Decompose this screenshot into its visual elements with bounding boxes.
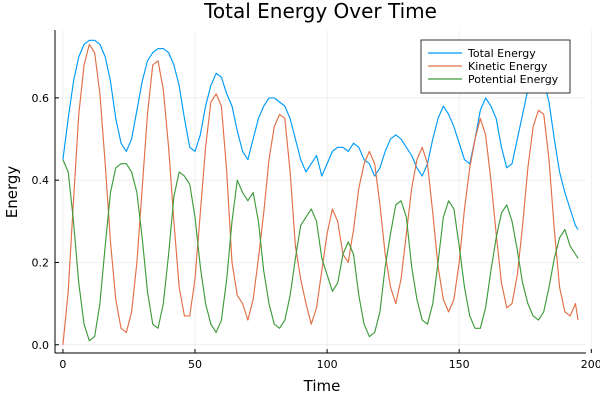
legend-label-kinetic-energy: Kinetic Energy bbox=[468, 60, 548, 73]
legend: Total Energy Kinetic Energy Potential En… bbox=[420, 39, 571, 94]
ticks: 0 50 100 150 200 0.0 0.2 0.4 0.6 bbox=[32, 92, 600, 371]
chart-title: Total Energy Over Time bbox=[203, 0, 437, 23]
x-tick-label: 200 bbox=[581, 358, 600, 371]
axes bbox=[54, 30, 586, 354]
x-axis-title: Time bbox=[303, 377, 341, 395]
grid bbox=[55, 30, 592, 353]
series-line-kinetic-energy bbox=[62, 43, 579, 345]
x-tick-label: 0 bbox=[59, 358, 66, 371]
x-tick-label: 50 bbox=[188, 358, 202, 371]
legend-label-potential-energy: Potential Energy bbox=[468, 73, 559, 86]
x-tick-label: 150 bbox=[449, 358, 470, 371]
series-group bbox=[62, 39, 579, 345]
y-tick-label: 0.2 bbox=[32, 256, 50, 269]
y-tick-label: 0.4 bbox=[32, 174, 50, 187]
series-line-total-energy bbox=[62, 39, 579, 230]
y-axis-title: Energy bbox=[3, 166, 21, 219]
y-tick-label: 0.0 bbox=[32, 339, 50, 352]
legend-label-total-energy: Total Energy bbox=[467, 47, 536, 60]
x-tick-label: 100 bbox=[317, 358, 338, 371]
y-tick-label: 0.6 bbox=[32, 92, 50, 105]
series-line-potential-energy bbox=[62, 159, 579, 342]
